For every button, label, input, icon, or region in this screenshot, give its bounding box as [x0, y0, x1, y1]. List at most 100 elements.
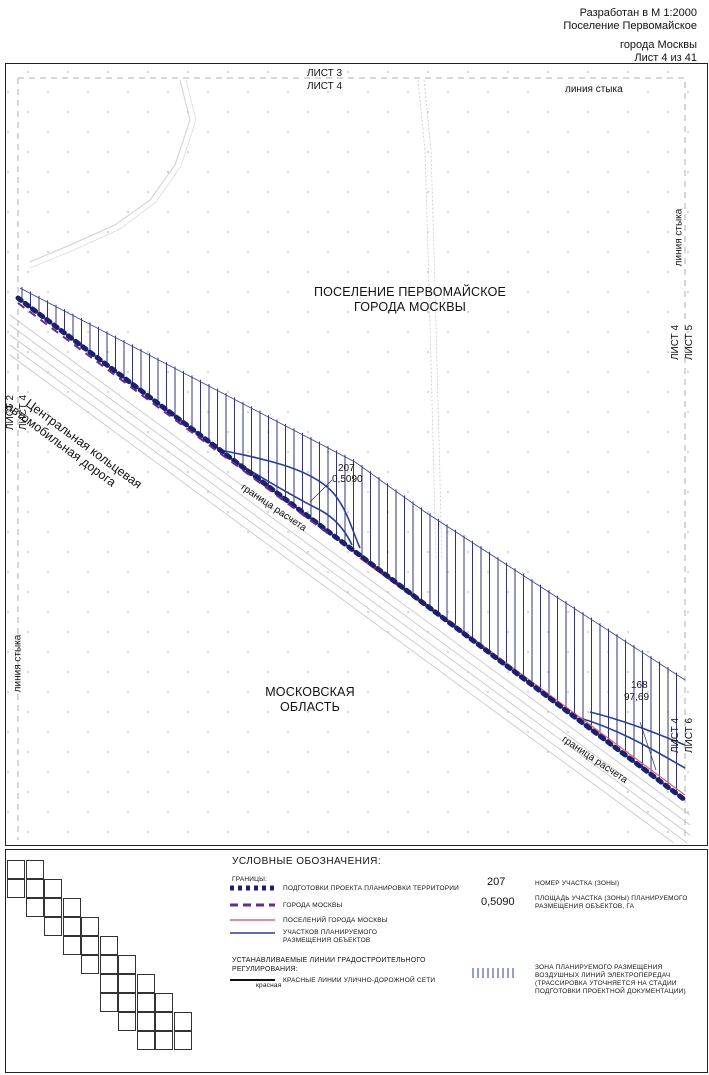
sheet-index-cell [136, 993, 155, 1012]
sheet-index-cell [99, 936, 118, 955]
sheet-index-cell [44, 917, 62, 936]
sheet-index-cell [155, 1012, 173, 1031]
sheet-index-cell [7, 860, 25, 879]
ring-road [9, 314, 691, 843]
sheet-index-cell [173, 1012, 192, 1031]
zone-upper-edge [19, 287, 686, 681]
plot-207-boundary-a [219, 449, 361, 549]
moscow-boundary [17, 302, 331, 536]
right-join-label: линия стыка [673, 208, 685, 267]
planning-boundary [15, 295, 688, 803]
legend-plots-line-1: УЧАСТКОВ ПЛАНИРУЕМОГО [283, 929, 378, 936]
region-line-1: МОСКОВСКАЯ [265, 685, 355, 699]
sheet-index-cell [62, 936, 81, 955]
legend-planning-label: ПОДГОТОВКИ ПРОЕКТА ПЛАНИРОВКИ ТЕРРИТОРИИ [283, 885, 460, 892]
sheet-index-cell [7, 879, 25, 898]
legend-title: УСЛОВНЫЕ ОБОЗНАЧЕНИЯ: [232, 856, 382, 867]
sheet-index-cell [118, 993, 136, 1012]
legend-lines-heading-1: УСТАНАВЛИВАЕМЫЕ ЛИНИИ ГРАДОСТРОИТЕЛЬНОГО [232, 957, 426, 964]
region-line-2: ОБЛАСТЬ [279, 700, 341, 714]
stream-bank [29, 79, 197, 269]
sheet-header: Разработан в М 1:2000 Поселение Первомай… [563, 7, 697, 65]
sheet-index-cell [118, 1012, 136, 1031]
legend-plots-line-2: РАЗМЕЩЕНИЯ ОБЪЕКТОВ [283, 937, 371, 944]
legend-zone-desc-4: ПОДГОТОВКИ ПРОЕКТНОЙ ДОКУМЕНТАЦИИ) [535, 988, 686, 995]
leader-168 [639, 721, 657, 771]
region-area-label: МОСКОВСКАЯ ОБЛАСТЬ [240, 685, 380, 715]
legend-zone-desc-3: (ТРАССИРОВКА УТОЧНЯЕТСЯ НА СТАДИИ [535, 980, 677, 987]
top-sheet-lower: ЛИСТ 4 [307, 81, 343, 92]
background-dots [6, 64, 705, 843]
city-note: города Москвы [620, 39, 697, 51]
path-line-a [417, 79, 437, 561]
top-join-label: линия стыка [565, 84, 623, 95]
sheet-index-cell [136, 974, 155, 993]
plot-168-boundary-b [589, 711, 686, 746]
sheet-index-cell [155, 1031, 173, 1050]
legend-lines-heading: УСТАНАВЛИВАЕМЫЕ ЛИНИИ ГРАДОСТРОИТЕЛЬНОГО… [232, 956, 426, 974]
plot-207-area: 0,5090 [332, 474, 363, 485]
legend-plots-label: УЧАСТКОВ ПЛАНИРУЕМОГО РАЗМЕЩЕНИЯ ОБЪЕКТО… [283, 929, 377, 945]
legend-sample-area-desc-2: РАЗМЕЩЕНИЯ ОБЪЕКТОВ, ГА [535, 903, 635, 910]
stream-line [29, 79, 191, 263]
sheet-index-cell [25, 898, 44, 917]
plot-168-boundary-a [579, 717, 686, 769]
sheet-index-cell [81, 917, 99, 936]
legend-lines-heading-2: РЕГУЛИРОВАНИЯ: [232, 966, 298, 973]
legend-sample-number: 207 [487, 876, 506, 888]
legend-settlements-label: ПОСЕЛЕНИЙ ГОРОДА МОСКВЫ [283, 917, 388, 924]
plot-168-number: 168 [631, 680, 648, 691]
right-bottom-sheet-b: ЛИСТ 6 [684, 717, 696, 754]
settlement-line-2: ГОРОДА МОСКВЫ [353, 300, 467, 314]
sheet-index-cell [155, 993, 173, 1012]
sheet-index-cell [62, 917, 81, 936]
legend-zone-desc-1: ЗОНА ПЛАНИРУЕМОГО РАЗМЕЩЕНИЯ [535, 964, 663, 971]
legend-red-caption: красная [256, 982, 282, 989]
legend-zone-desc: ЗОНА ПЛАНИРУЕМОГО РАЗМЕЩЕНИЯ ВОЗДУШНЫХ Л… [535, 964, 686, 996]
sheet-index-cell [118, 974, 136, 993]
left-join-label: линия стыка [12, 634, 24, 693]
map-canvas [6, 64, 705, 843]
sheet-index-cell [44, 879, 62, 898]
power-line-zone-hatch [21, 287, 677, 795]
right-sheet-a: ЛИСТ 4 [670, 324, 682, 361]
sheet-index-cell [44, 898, 62, 917]
legend-sample-number-desc: НОМЕР УЧАСТКА (ЗОНЫ) [535, 880, 620, 887]
map-frame [5, 63, 708, 846]
legend-zone-hatch-symbol [472, 968, 514, 978]
settlement-line-1: ПОСЕЛЕНИЕ ПЕРВОМАЙСКОЕ [313, 285, 507, 299]
leader-207 [309, 479, 333, 503]
sheet-index-cell [81, 955, 99, 974]
sheet-index-cell [62, 898, 81, 917]
settlement-note: Поселение Первомайское [563, 20, 697, 32]
legend-borders-heading: ГРАНИЦЫ: [232, 876, 268, 883]
legend-sample-area-desc-1: ПЛОЩАДЬ УЧАСТКА (ЗОНЫ) ПЛАНИРУЕМОГО [535, 895, 688, 902]
sheet-index-cell [81, 936, 99, 955]
settlement-area-label: ПОСЕЛЕНИЕ ПЕРВОМАЙСКОЕ ГОРОДА МОСКВЫ [290, 285, 530, 315]
legend-red-lines-label: КРАСНЫЕ ЛИНИИ УЛИЧНО-ДОРОЖНОЙ СЕТИ [283, 977, 436, 984]
sheet-join-line [18, 77, 686, 840]
sheet-index-map [5, 860, 215, 1060]
plot-168-area: 97,69 [624, 692, 650, 703]
sheet-index-cell [118, 955, 136, 974]
sheet-index-cell [173, 1031, 192, 1050]
sheet-index-cell [99, 974, 118, 993]
path-line-b [423, 79, 443, 561]
sheet-index-cell [99, 993, 118, 1012]
legend-sample-area-desc: ПЛОЩАДЬ УЧАСТКА (ЗОНЫ) ПЛАНИРУЕМОГО РАЗМ… [535, 895, 688, 911]
plot-207-boundary-b [224, 454, 353, 546]
legend-symbols [230, 885, 514, 981]
right-sheet-b: ЛИСТ 5 [684, 324, 696, 361]
right-bottom-sheet-a: ЛИСТ 4 [670, 717, 682, 754]
sheet-index-cell [136, 1012, 155, 1031]
legend-sample-area: 0,5090 [481, 896, 515, 908]
scale-note: Разработан в М 1:2000 [579, 7, 697, 19]
sheet-index-cell [25, 879, 44, 898]
sheet-index-cell [99, 955, 118, 974]
legend-frame [5, 849, 708, 1073]
plot-207-number: 207 [338, 463, 355, 474]
sheet-index-cell [25, 860, 44, 879]
sheet-index-cell [136, 1031, 155, 1050]
sheet-number: Лист 4 из 41 [634, 52, 697, 64]
legend-zone-desc-2: ВОЗДУШНЫХ ЛИНИЙ ЭЛЕКТРОПЕРЕДАЧ [535, 972, 671, 979]
